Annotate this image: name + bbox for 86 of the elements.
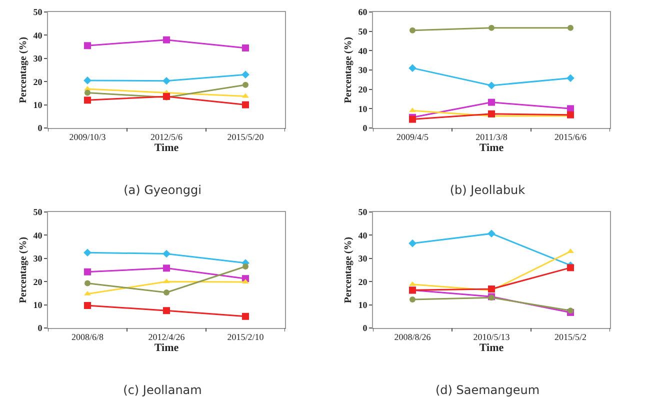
y-tick-label: 50: [33, 7, 43, 18]
point: [488, 110, 495, 118]
point: [164, 290, 170, 296]
y-tick-label: 0: [362, 323, 368, 334]
x-tick-label: 2011/3/8: [476, 132, 508, 142]
y-tick-label: 30: [33, 254, 43, 264]
x-tick-label: 2015/2/10: [227, 332, 264, 342]
y-tick-label: 30: [358, 65, 368, 76]
x-axis-title: Time: [154, 342, 179, 354]
point: [163, 278, 170, 284]
y-tick-label: 10: [33, 100, 43, 110]
y-tick-label: 50: [358, 207, 368, 218]
x-axis-title: Time: [479, 342, 504, 354]
y-tick-label: 40: [33, 230, 43, 240]
point: [84, 42, 91, 50]
point: [242, 82, 248, 88]
x-tick-label: 2009/10/3: [69, 132, 106, 142]
y-tick-label: 10: [358, 300, 368, 310]
point: [84, 90, 90, 96]
x-axis-title: Time: [154, 142, 179, 154]
y-tick-label: 20: [358, 276, 368, 287]
y-axis-title: Percentage (%): [343, 236, 354, 304]
point: [242, 264, 248, 270]
text: (c) Jeollanam: [123, 383, 202, 397]
point: [162, 250, 170, 258]
point: [488, 98, 495, 106]
point: [566, 74, 574, 82]
y-tick-label: 60: [358, 7, 368, 18]
text: (b) Jeollabuk: [450, 183, 526, 198]
point: [408, 64, 416, 72]
point: [84, 96, 91, 104]
point: [242, 93, 249, 98]
point: [408, 239, 416, 248]
point: [163, 264, 170, 272]
point: [163, 307, 170, 314]
point: [242, 70, 250, 79]
point: [488, 24, 494, 31]
text: (d) Saemangeum: [435, 383, 540, 397]
y-tick-label: 10: [33, 300, 43, 310]
x-tick-label: 2012/4/26: [148, 332, 186, 342]
point: [568, 24, 574, 31]
point: [162, 77, 170, 85]
point: [242, 279, 249, 284]
y-tick-label: 40: [358, 230, 368, 240]
y-tick-label: 50: [33, 207, 43, 218]
point: [84, 280, 90, 286]
y-tick-label: 20: [358, 84, 368, 94]
text: (a) Gyeonggi: [124, 183, 202, 198]
y-tick-label: 40: [358, 46, 368, 56]
point: [410, 27, 416, 34]
point: [84, 76, 92, 84]
x-tick-label: 2008/8/26: [394, 332, 432, 342]
point: [242, 101, 249, 108]
point: [84, 290, 91, 296]
point: [84, 302, 91, 309]
y-tick-label: 30: [33, 54, 43, 64]
y-tick-label: 20: [33, 276, 43, 287]
x-tick-label: 2010/5/13: [473, 332, 510, 342]
point: [410, 296, 416, 302]
y-tick-label: 0: [362, 123, 368, 134]
point: [163, 36, 170, 44]
point: [242, 312, 249, 320]
y-axis-title: Percentage (%): [18, 36, 30, 104]
y-axis-title: Percentage (%): [18, 236, 30, 304]
point: [84, 268, 91, 276]
x-tick-label: 2008/6/8: [71, 332, 104, 342]
y-tick-label: 0: [38, 323, 43, 334]
x-tick-label: 2012/5/6: [150, 132, 183, 142]
y-tick-label: 30: [358, 254, 368, 264]
y-tick-label: 50: [358, 26, 368, 36]
point: [84, 248, 92, 256]
y-tick-label: 40: [33, 30, 43, 40]
x-tick-label: 2015/5/2: [554, 332, 587, 342]
x-tick-label: 2015/5/20: [227, 132, 264, 142]
y-axis-title: Percentage (%): [343, 36, 354, 104]
point: [567, 264, 574, 272]
y-tick-label: 10: [358, 104, 368, 114]
x-tick-label: 2015/6/6: [554, 132, 587, 142]
x-axis-title: Time: [479, 142, 504, 154]
point: [242, 44, 249, 52]
y-tick-label: 20: [33, 76, 43, 87]
point: [488, 230, 496, 238]
point: [567, 105, 574, 112]
x-tick-label: 2009/4/5: [396, 132, 429, 142]
y-tick-label: 0: [38, 123, 43, 134]
point: [488, 82, 496, 90]
